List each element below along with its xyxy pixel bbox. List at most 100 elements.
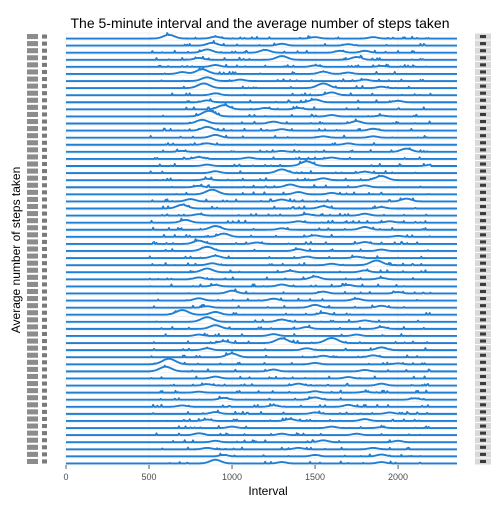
facet-strip-label bbox=[480, 169, 486, 173]
facet-strip-label bbox=[480, 105, 486, 109]
y-tick-mark bbox=[42, 416, 47, 422]
facet-panel bbox=[27, 351, 491, 359]
facet-panel bbox=[27, 159, 491, 168]
series-line bbox=[65, 32, 458, 40]
series-line bbox=[65, 254, 458, 260]
y-tick-label bbox=[27, 366, 38, 372]
y-tick-label bbox=[27, 76, 38, 82]
facet-panel bbox=[27, 238, 491, 245]
facet-strip-label bbox=[480, 282, 486, 286]
facet-panel bbox=[27, 422, 491, 430]
series-line bbox=[65, 446, 458, 451]
facet-strip-label bbox=[480, 42, 486, 46]
facet-panel bbox=[27, 96, 491, 104]
series-line bbox=[65, 288, 458, 295]
y-tick-mark bbox=[42, 367, 47, 372]
facet-panel bbox=[27, 386, 491, 394]
series-line bbox=[65, 118, 458, 125]
facet-strip-label bbox=[480, 190, 486, 194]
y-tick-mark bbox=[42, 282, 47, 287]
y-tick-label bbox=[27, 161, 38, 167]
y-axis-label: Average number of steps taken bbox=[9, 167, 23, 334]
y-tick-mark bbox=[42, 254, 47, 259]
y-tick-label bbox=[27, 239, 38, 245]
facet-strip-label bbox=[480, 70, 486, 74]
y-tick-label bbox=[27, 62, 38, 68]
facet-panel bbox=[27, 153, 491, 160]
facet-panel bbox=[27, 67, 491, 75]
y-tick-mark bbox=[42, 303, 47, 308]
y-tick-label bbox=[27, 303, 38, 309]
series-line bbox=[65, 424, 458, 429]
y-tick-mark bbox=[42, 246, 47, 252]
facet-panel bbox=[27, 401, 491, 408]
y-tick-mark bbox=[42, 431, 47, 436]
y-tick-label bbox=[27, 41, 38, 47]
y-tick-label bbox=[27, 48, 38, 54]
facet-strip-label bbox=[480, 297, 486, 301]
series-line bbox=[65, 238, 458, 245]
y-tick-mark bbox=[42, 409, 47, 414]
y-tick-label bbox=[27, 444, 38, 450]
facet-strip-label bbox=[480, 452, 486, 456]
series-line bbox=[65, 417, 458, 422]
y-tick-label bbox=[27, 34, 38, 40]
facet-panel bbox=[27, 323, 491, 330]
facet-panel bbox=[27, 139, 491, 146]
facet-strip-label bbox=[480, 332, 486, 336]
facet-panel bbox=[27, 54, 491, 61]
facet-strip-label bbox=[480, 56, 486, 60]
facet-strip-label bbox=[480, 424, 486, 428]
series-line bbox=[65, 155, 458, 160]
series-line bbox=[65, 389, 458, 394]
y-tick-mark bbox=[42, 84, 47, 89]
y-tick-mark bbox=[42, 395, 47, 400]
y-tick-label bbox=[27, 69, 38, 75]
y-tick-mark bbox=[42, 360, 47, 365]
facet-panel bbox=[27, 167, 491, 175]
series-line bbox=[65, 147, 458, 153]
y-tick-mark bbox=[42, 388, 47, 393]
series-line bbox=[65, 316, 458, 323]
series-line bbox=[65, 439, 458, 444]
facet-panel bbox=[27, 330, 491, 338]
y-tick-mark bbox=[42, 98, 47, 103]
facet-panel bbox=[27, 245, 491, 253]
y-tick-label bbox=[27, 437, 38, 443]
facet-panel bbox=[27, 181, 491, 189]
series-line bbox=[65, 225, 458, 231]
facet-panel bbox=[27, 131, 491, 139]
facet-panel bbox=[27, 188, 491, 196]
y-tick-mark bbox=[42, 452, 47, 457]
y-tick-mark bbox=[42, 275, 47, 280]
facet-strip-label bbox=[480, 438, 486, 442]
y-tick-label bbox=[27, 402, 38, 408]
facet-panel bbox=[27, 89, 491, 97]
y-tick-mark bbox=[42, 69, 47, 74]
facet-panel bbox=[27, 287, 491, 295]
facet-panel bbox=[27, 146, 491, 153]
facet-strip-label bbox=[480, 141, 486, 145]
x-tick-label: 1500 bbox=[305, 472, 325, 482]
y-tick-mark bbox=[42, 105, 47, 110]
y-tick-label bbox=[27, 296, 38, 302]
y-tick-mark bbox=[42, 126, 47, 131]
y-tick-label bbox=[27, 310, 38, 316]
facet-strip-label bbox=[480, 403, 486, 407]
series-line bbox=[65, 76, 458, 82]
y-tick-mark bbox=[42, 310, 47, 315]
y-tick-label bbox=[27, 324, 38, 330]
series-line bbox=[65, 142, 458, 146]
y-tick-mark bbox=[42, 147, 47, 152]
y-tick-label bbox=[27, 189, 38, 195]
y-tick-mark bbox=[42, 204, 47, 209]
facet-panel bbox=[27, 294, 491, 302]
series-line bbox=[65, 282, 458, 288]
y-tick-mark bbox=[42, 133, 47, 138]
series-line bbox=[65, 125, 458, 132]
facet-strip-label bbox=[480, 431, 486, 435]
facet-strip-label bbox=[480, 84, 486, 88]
y-tick-mark bbox=[42, 289, 47, 294]
facet-strip-label bbox=[480, 339, 486, 343]
